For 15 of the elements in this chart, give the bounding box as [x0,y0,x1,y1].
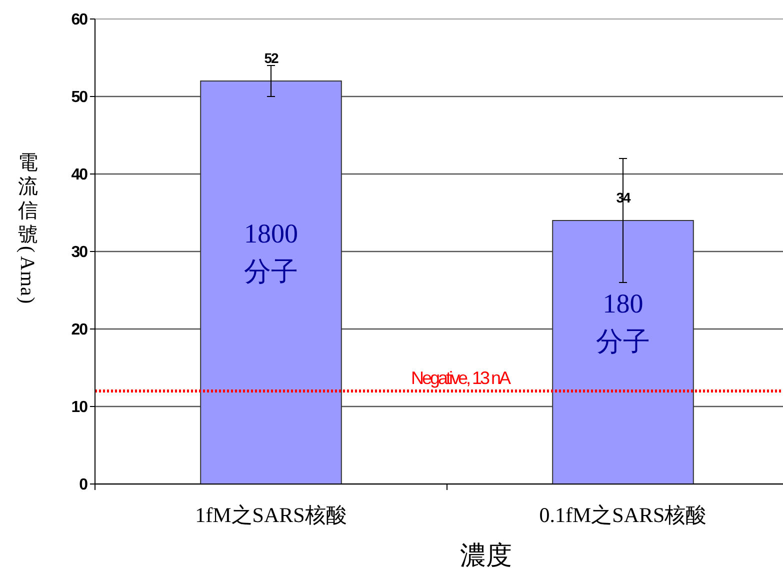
y-tick-label: 10 [71,399,88,416]
annotation: 180 分子 [596,288,650,356]
y-tick-label: 20 [71,322,88,339]
ref-line-label: Negative, 13 nA [410,368,512,388]
y-tick-label: 60 [71,12,88,29]
x-tick-label: 1fM之SARS核酸 [195,503,347,527]
annotation: 1800 分子 [244,218,298,286]
y-tick-label: 40 [71,166,88,184]
y-tick-label: 50 [71,89,88,106]
data-label: 52 [264,50,279,66]
text: 電流信號(Ama) [16,152,38,304]
x-axis-title: 濃度 [460,541,512,570]
y-tick-label: 0 [79,476,88,494]
y-tick-label: 30 [71,244,88,262]
x-tick-label: 0.1fM之SARS核酸 [539,503,707,527]
